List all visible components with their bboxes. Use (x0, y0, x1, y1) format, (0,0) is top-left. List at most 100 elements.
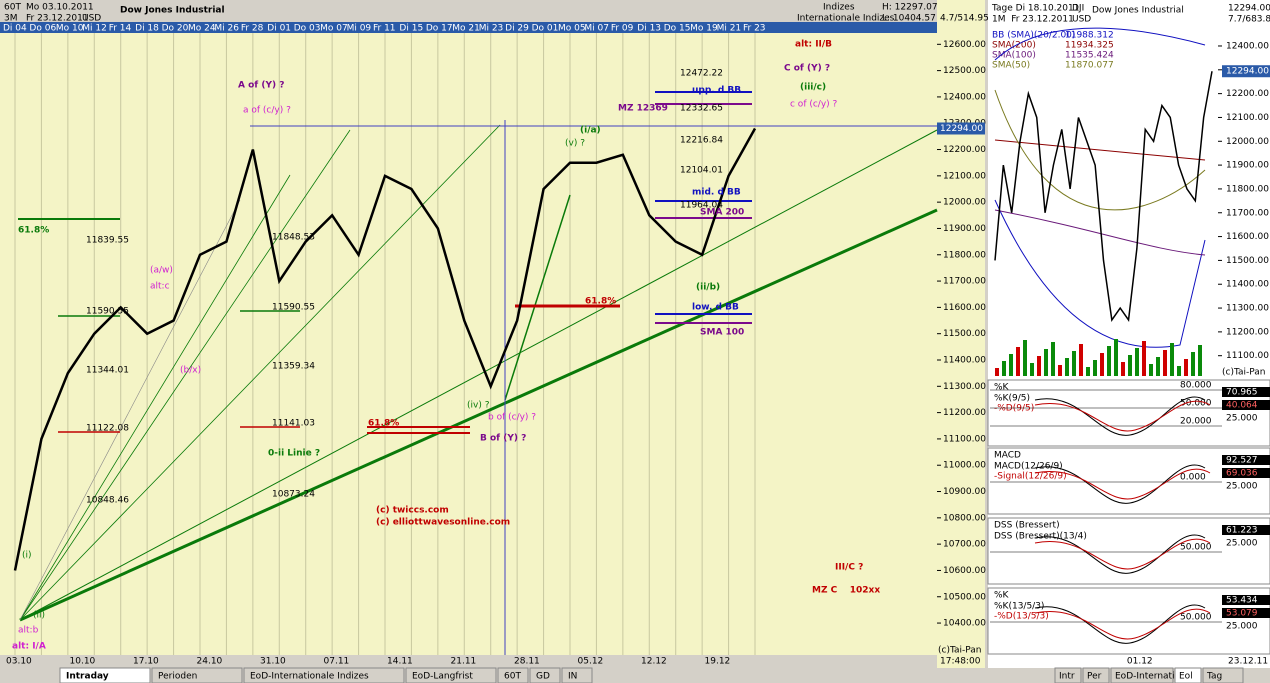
annotation: A of (Y) ? (238, 81, 284, 91)
tab-label: 60T (504, 672, 521, 682)
tab[interactable] (1082, 667, 1110, 683)
label: DSS (Bressert) (994, 521, 1060, 531)
price-line (994, 71, 1213, 323)
x-tick-label: 01.12 (1127, 657, 1153, 667)
label: Indizes (823, 3, 855, 13)
volume-bar (1177, 366, 1181, 376)
label: Dow Jones Industrial (1092, 6, 1184, 16)
indicator-line (1034, 608, 1211, 640)
indicator-band (994, 199, 1206, 348)
annotation: b of (c/y) ? (488, 413, 536, 423)
label: 50.000 (1180, 613, 1212, 623)
label: 0.000 (1180, 473, 1206, 483)
annotation: 11344.01 (86, 366, 129, 376)
annotation: (b/x) (180, 366, 201, 376)
tab-label: Tag (1206, 672, 1222, 682)
label: 80.000 (1180, 381, 1212, 391)
date-label: Di 15 (399, 24, 423, 34)
date-label: Mo 05 (558, 24, 586, 34)
source: (c)Tai-Pan (938, 646, 981, 656)
y-tick-label: 11900.00 (1226, 161, 1269, 171)
label: 25.000 (1226, 414, 1258, 424)
annotation: upp. d BB (692, 86, 741, 96)
y-tick-label: 11200.00 (1226, 327, 1269, 337)
tab[interactable] (497, 667, 529, 683)
tab-label: Intr (1059, 672, 1075, 682)
tab[interactable] (59, 667, 151, 683)
indicator-band (994, 209, 1206, 256)
last-value: 12294.00 (940, 124, 983, 134)
volume-bar (1170, 343, 1174, 376)
annotation: (iii/c) (800, 83, 826, 93)
tab[interactable] (1202, 667, 1244, 683)
tab[interactable] (405, 667, 497, 683)
label: 7.7/683.86 (1228, 15, 1270, 25)
x-tick-label: 03.10 (6, 657, 32, 667)
annotation: 12216.84 (680, 136, 723, 146)
x-tick-label: 19.12 (705, 657, 731, 667)
tab[interactable] (1110, 667, 1174, 683)
guide-line (19, 129, 351, 621)
label: USD (1072, 15, 1091, 25)
date-label: Do 17 (426, 24, 453, 34)
tab-label: EoD-Langfrist (412, 672, 473, 682)
guide-line (19, 199, 241, 621)
legend-entry: SMA(50) (992, 61, 1030, 71)
date-label: Mo 24 (188, 24, 216, 34)
volume-bar (1107, 346, 1111, 376)
annotation: III/C ? (835, 563, 863, 573)
tab[interactable] (529, 667, 561, 683)
label: Tage Di 18.10.2011 (991, 4, 1079, 14)
tab[interactable] (1054, 667, 1082, 683)
annotation: SMA 200 (700, 208, 744, 218)
tab[interactable] (561, 667, 593, 683)
volume-bar (1086, 367, 1090, 376)
y-tick-label: 12400.00 (943, 92, 986, 102)
annotation: 61.8% (368, 419, 399, 429)
tick-box (1222, 608, 1270, 618)
volume-bar (1030, 363, 1034, 376)
volume-bar (1156, 357, 1160, 376)
y-tick-label: 10800.00 (943, 513, 986, 523)
annotation: alt: II/B (795, 40, 832, 50)
tick-box (1222, 525, 1270, 535)
annotation: 10873.24 (272, 490, 315, 500)
volume-bar (1149, 364, 1153, 376)
y-tick-label: 11600.00 (1226, 232, 1269, 242)
annotation: SMA 100 (700, 328, 744, 338)
y-tick-label: 11100.00 (943, 434, 986, 444)
y-tick-label: 12000.00 (943, 198, 986, 208)
y-tick-label: 12500.00 (943, 66, 986, 76)
label: %K(13/5/3) (994, 602, 1044, 612)
tab[interactable] (151, 667, 243, 683)
y-tick-label: 11700.00 (1226, 208, 1269, 218)
date-label: Mi 21 (717, 24, 742, 34)
indicator-band (994, 139, 1206, 161)
label: %K(9/5) (994, 394, 1030, 404)
label: 25.000 (1226, 482, 1258, 492)
tab-label: Intraday (66, 672, 109, 682)
indicator-line (1034, 400, 1211, 432)
date-label: Fr 23 (743, 24, 766, 34)
guide-line (504, 194, 571, 401)
y-tick-label: 10600.00 (943, 566, 986, 576)
annotation: 11590.55 (272, 303, 315, 313)
y-tick-label: 12600.00 (943, 40, 986, 50)
tab[interactable] (1174, 667, 1202, 683)
label: 53.079 (1226, 609, 1258, 619)
tab[interactable] (243, 667, 405, 683)
tab-label: IN (568, 672, 577, 682)
volume-bar (1023, 340, 1027, 376)
tick-box (1222, 468, 1270, 478)
volume-bar (1100, 353, 1104, 376)
annotation: 11359.34 (272, 362, 315, 372)
legend-entry: SMA(100) (992, 51, 1036, 61)
volume-bar (995, 368, 999, 376)
indicator-line (1034, 604, 1206, 644)
volume-bar (1058, 365, 1062, 376)
y-tick-label: 11600.00 (943, 303, 986, 313)
guide-line (19, 208, 938, 622)
volume-bar (1163, 350, 1167, 376)
date-label: Di 04 (3, 24, 27, 34)
label: DSS (Bressert)(13/4) (994, 532, 1087, 542)
